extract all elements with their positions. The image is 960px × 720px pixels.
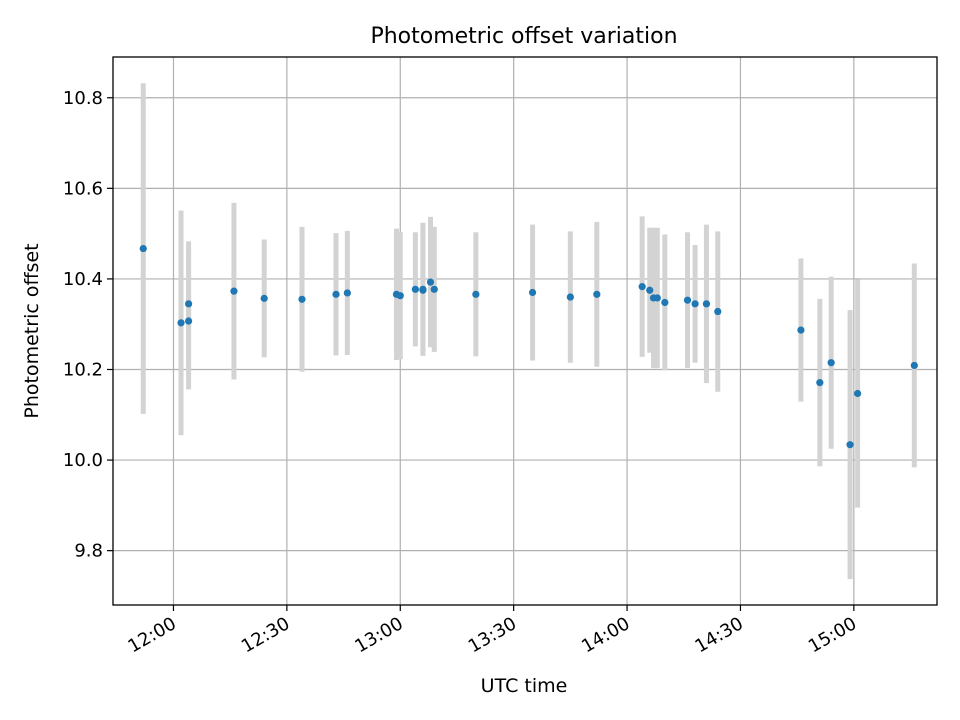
data-point: [816, 379, 824, 387]
grid-lines: [113, 57, 937, 605]
data-point: [653, 294, 661, 302]
x-tick-label: 13:00: [351, 613, 406, 657]
data-point: [827, 359, 835, 367]
y-tick-label: 10.0: [63, 450, 103, 471]
data-point: [714, 307, 722, 316]
data-point: [396, 292, 404, 300]
data-point: [139, 244, 147, 253]
data-point: [691, 300, 699, 308]
data-point: [646, 286, 654, 294]
data-point: [566, 293, 574, 301]
data-point: [343, 289, 351, 297]
data-point: [298, 295, 306, 303]
y-tick-label: 10.8: [63, 88, 103, 109]
data-point: [332, 290, 340, 298]
x-tick-label: 12:30: [238, 613, 293, 657]
data-point: [184, 300, 193, 308]
data-point: [702, 300, 711, 308]
x-tick-label: 12:00: [125, 613, 180, 657]
data-point: [797, 326, 805, 334]
data-point: [426, 278, 435, 286]
y-tick-label: 10.4: [63, 269, 103, 290]
data-point: [593, 290, 601, 298]
data-point: [411, 285, 419, 293]
plot-frame: [112, 56, 938, 606]
chart-title: Photometric offset variation: [370, 24, 677, 49]
data-point: [661, 298, 669, 307]
y-tick-label: 9.8: [74, 541, 103, 562]
data-point: [683, 296, 692, 304]
data-point: [419, 286, 427, 294]
data-point: [230, 287, 238, 295]
data-point: [260, 294, 268, 302]
data-point: [177, 319, 185, 327]
data-point: [638, 283, 646, 291]
data-points: [139, 244, 918, 449]
x-tick-label: 14:00: [578, 613, 633, 657]
x-tick-label: 14:30: [692, 613, 747, 657]
data-point: [528, 288, 537, 297]
data-point: [854, 389, 862, 398]
x-axis-label: UTC time: [481, 675, 568, 697]
data-point: [184, 317, 193, 325]
data-point: [846, 441, 854, 449]
x-tick-label: 13:30: [465, 613, 520, 657]
y-tick-label: 10.6: [63, 178, 103, 199]
y-axis-label: Photometric offset: [21, 243, 43, 418]
data-point: [910, 361, 918, 370]
data-point: [472, 290, 480, 298]
x-tick-label: 15:00: [805, 613, 860, 657]
y-tick-label: 10.2: [63, 359, 103, 380]
data-point: [430, 285, 438, 293]
